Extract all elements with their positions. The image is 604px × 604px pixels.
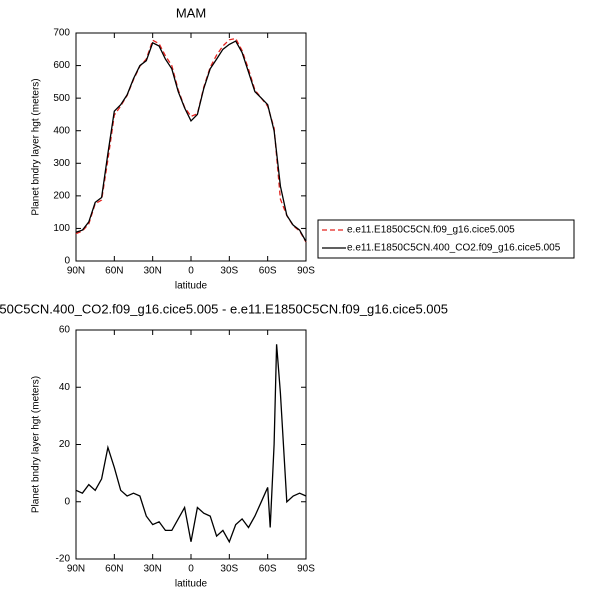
data-line [75, 40, 307, 242]
x-tick-label: 30S [220, 266, 238, 277]
y-tick-label: 600 [53, 60, 70, 71]
x-tick-label: 60S [259, 266, 277, 277]
legend-label: e.e11.E1850C5CN.f09_g16.cice5.005 [347, 225, 515, 236]
y-tick-label: 60 [59, 325, 71, 336]
x-tick-label: 30N [143, 564, 161, 575]
y-tick-label: 500 [53, 93, 70, 104]
y-axis-label: Planet bndry layer hgt (meters) [31, 78, 42, 215]
x-tick-label: 30N [143, 266, 161, 277]
legend-label: e.e11.E1850C5CN.400_CO2.f09_g16.cice5.00… [347, 243, 561, 254]
x-tick-label: 0 [188, 266, 194, 277]
x-tick-label: 30S [220, 564, 238, 575]
y-tick-label: 0 [64, 496, 70, 507]
y-tick-label: 300 [53, 158, 70, 169]
x-tick-label: 60S [259, 564, 277, 575]
x-tick-label: 90N [67, 266, 85, 277]
y-tick-label: 400 [53, 125, 70, 136]
chart-title: e.e11.E1850C5CN.400_CO2.f09_g16.cice5.00… [0, 301, 448, 316]
data-line [75, 344, 307, 544]
plot-frame [75, 329, 307, 560]
x-tick-label: 0 [188, 564, 194, 575]
x-tick-label: 90S [297, 266, 315, 277]
y-axis-label: Planet bndry layer hgt (meters) [31, 376, 42, 513]
x-tick-label: 60N [105, 564, 123, 575]
y-tick-label: -20 [56, 554, 71, 565]
chart-title: MAM [176, 5, 206, 20]
legend-box [317, 219, 575, 259]
y-tick-label: 0 [64, 256, 70, 267]
y-tick-label: 100 [53, 223, 70, 234]
y-tick-label: 700 [53, 28, 70, 39]
y-tick-label: 20 [59, 439, 71, 450]
plot-frame [75, 32, 307, 262]
x-tick-label: 90N [67, 564, 85, 575]
x-axis-label: latitude [175, 579, 208, 590]
y-tick-label: 200 [53, 190, 70, 201]
x-tick-label: 60N [105, 266, 123, 277]
y-tick-label: 40 [59, 382, 71, 393]
x-axis-label: latitude [175, 281, 208, 292]
x-tick-label: 90S [297, 564, 315, 575]
